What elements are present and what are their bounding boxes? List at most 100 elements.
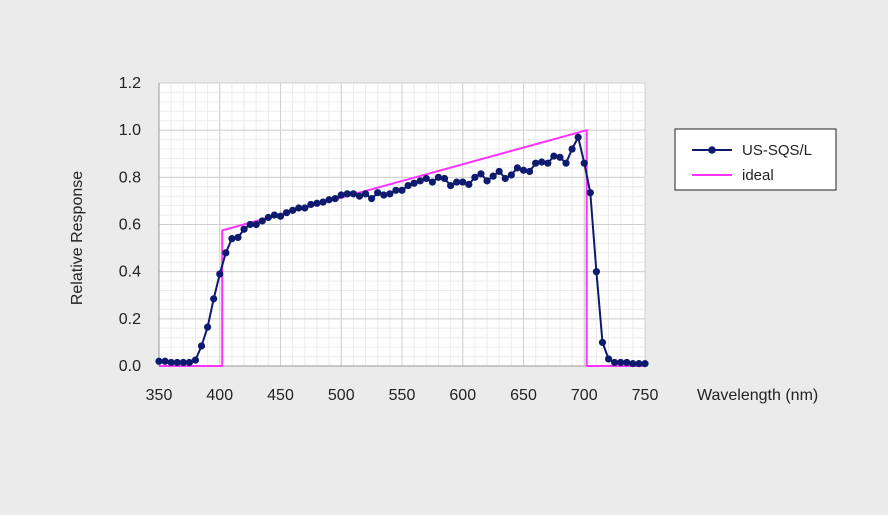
y-tick-label: 0.0	[119, 358, 141, 375]
data-point-us-sqs-l	[228, 235, 236, 243]
data-point-us-sqs-l	[440, 174, 449, 183]
data-point-us-sqs-l	[258, 217, 266, 225]
data-point-us-sqs-l	[574, 133, 582, 141]
data-point-us-sqs-l	[264, 213, 272, 222]
data-point-us-sqs-l	[592, 268, 601, 276]
x-tick-labels: 350 400 450 500 550 600 650 700 750	[146, 387, 659, 404]
data-point-us-sqs-l	[404, 181, 412, 190]
series-layer	[155, 129, 649, 368]
x-tick-label: 700	[571, 387, 598, 404]
data-point-us-sqs-l	[611, 358, 619, 367]
x-tick-label: 350	[146, 387, 173, 404]
data-point-us-sqs-l	[301, 204, 309, 212]
data-point-us-sqs-l	[374, 189, 382, 197]
data-point-us-sqs-l	[173, 358, 181, 367]
data-point-us-sqs-l	[380, 191, 388, 199]
data-point-us-sqs-l	[532, 159, 540, 167]
y-tick-labels: 0.0 0.2 0.4 0.6 0.8 1.0 1.2	[119, 75, 141, 375]
data-point-us-sqs-l	[282, 209, 291, 217]
data-point-us-sqs-l	[489, 172, 497, 180]
data-point-us-sqs-l	[240, 225, 248, 233]
x-tick-label: 750	[632, 387, 659, 404]
y-axis-label: Relative Response	[69, 171, 86, 305]
data-point-us-sqs-l	[361, 190, 370, 198]
data-point-us-sqs-l	[331, 194, 339, 203]
data-point-us-sqs-l	[507, 171, 515, 179]
data-point-us-sqs-l	[416, 177, 424, 185]
data-point-us-sqs-l	[349, 190, 357, 198]
data-point-us-sqs-l	[252, 220, 260, 229]
legend-label-ideal: ideal	[742, 167, 774, 184]
data-point-us-sqs-l	[386, 190, 394, 198]
data-point-us-sqs-l	[343, 190, 351, 198]
y-tick-label: 1.2	[119, 75, 141, 92]
data-point-us-sqs-l	[155, 357, 163, 365]
data-point-us-sqs-l	[562, 159, 570, 167]
legend-box	[674, 128, 837, 191]
data-point-us-sqs-l	[598, 338, 607, 347]
data-point-us-sqs-l	[580, 159, 588, 167]
data-point-us-sqs-l	[544, 159, 552, 167]
legend-marker-us-sqs-l	[708, 146, 716, 154]
data-point-us-sqs-l	[635, 360, 643, 368]
data-point-us-sqs-l	[185, 358, 193, 367]
x-axis-label: Wavelength (nm)	[697, 387, 818, 404]
data-point-us-sqs-l	[179, 358, 187, 367]
data-point-us-sqs-l	[210, 295, 218, 303]
y-tick-label: 0.8	[119, 169, 141, 186]
data-point-us-sqs-l	[204, 323, 212, 331]
data-point-us-sqs-l	[556, 153, 564, 161]
data-point-us-sqs-l	[568, 145, 576, 153]
data-point-us-sqs-l	[289, 206, 297, 214]
data-point-us-sqs-l	[477, 170, 485, 178]
x-tick-label: 500	[328, 387, 355, 404]
data-point-us-sqs-l	[617, 358, 625, 367]
y-tick-label: 1.0	[119, 122, 141, 139]
data-point-us-sqs-l	[471, 173, 479, 181]
data-point-us-sqs-l	[428, 178, 436, 186]
data-point-us-sqs-l	[191, 356, 200, 364]
y-tick-label: 0.6	[119, 217, 141, 234]
legend-label-us-sqs-l: US-SQS/L	[742, 142, 812, 159]
data-point-us-sqs-l	[216, 270, 224, 278]
x-tick-label: 600	[449, 387, 476, 404]
data-point-us-sqs-l	[641, 360, 649, 368]
data-point-us-sqs-l	[167, 358, 175, 367]
data-point-us-sqs-l	[307, 200, 315, 209]
data-point-us-sqs-l	[550, 152, 558, 160]
data-point-us-sqs-l	[368, 194, 376, 203]
data-point-us-sqs-l	[465, 180, 473, 189]
axes	[158, 83, 645, 367]
data-point-us-sqs-l	[434, 173, 443, 181]
data-point-us-sqs-l	[319, 198, 327, 206]
data-point-us-sqs-l	[234, 233, 242, 242]
legend: US-SQS/L ideal	[674, 128, 837, 191]
x-tick-label: 550	[389, 387, 416, 404]
data-point-us-sqs-l	[197, 342, 206, 350]
y-tick-label: 0.4	[119, 264, 141, 281]
data-point-us-sqs-l	[161, 357, 169, 365]
data-point-us-sqs-l	[501, 174, 509, 183]
x-tick-label: 450	[267, 387, 294, 404]
data-point-us-sqs-l	[453, 178, 461, 186]
data-point-us-sqs-l	[623, 358, 631, 367]
x-tick-label: 650	[510, 387, 537, 404]
data-point-us-sqs-l	[392, 186, 400, 194]
data-point-us-sqs-l	[222, 249, 230, 257]
data-point-us-sqs-l	[398, 186, 406, 194]
data-point-us-sqs-l	[355, 192, 364, 200]
data-point-us-sqs-l	[325, 196, 333, 204]
data-point-us-sqs-l	[447, 181, 455, 190]
data-point-us-sqs-l	[246, 220, 254, 229]
y-tick-label: 0.2	[119, 311, 141, 328]
data-point-us-sqs-l	[337, 191, 345, 199]
data-point-us-sqs-l	[519, 166, 528, 174]
data-point-us-sqs-l	[270, 211, 279, 219]
data-point-us-sqs-l	[459, 178, 467, 186]
data-point-us-sqs-l	[483, 177, 491, 185]
x-tick-label: 400	[206, 387, 233, 404]
data-point-us-sqs-l	[629, 360, 637, 368]
data-point-us-sqs-l	[295, 204, 303, 212]
series-line-ideal	[159, 129, 645, 367]
